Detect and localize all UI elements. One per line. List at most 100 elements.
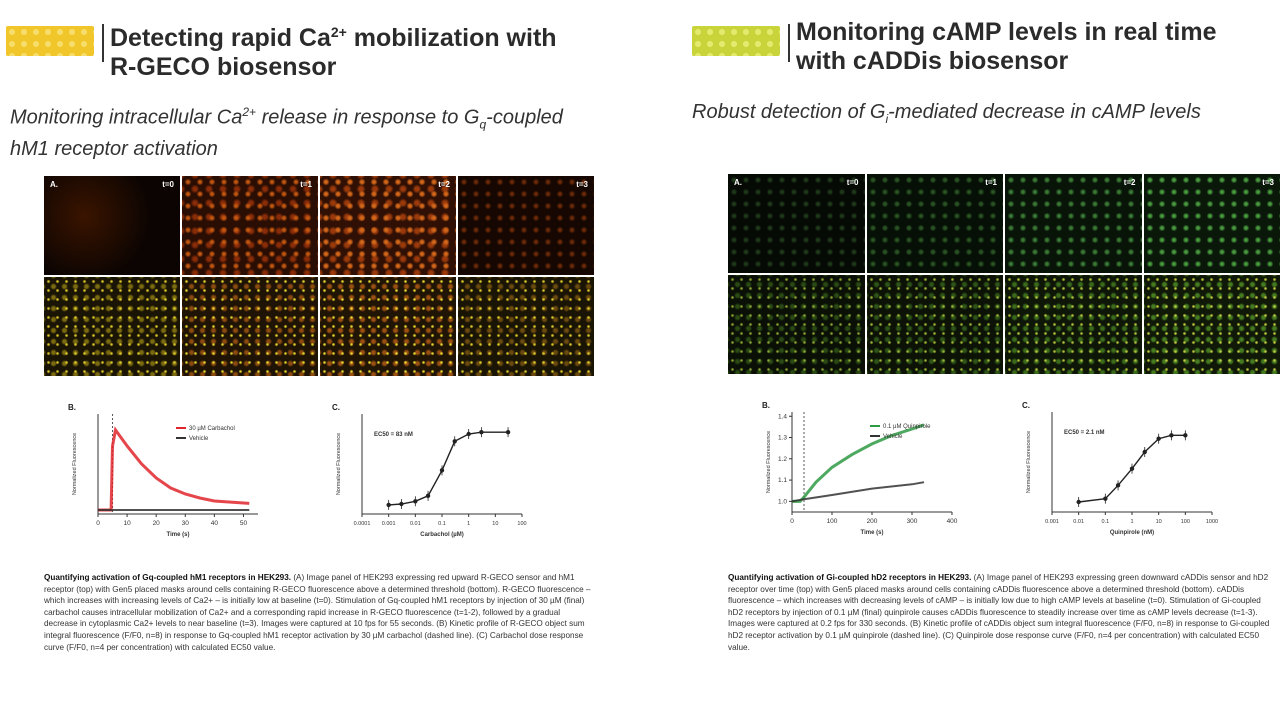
x-tick-label: 0.01 [410, 521, 421, 527]
right-caption: Quantifying activation of Gi-coupled hD2… [728, 573, 1270, 652]
data-point [425, 493, 431, 499]
micrograph-t3: t=3 [458, 176, 594, 275]
panel-label-b: B. [68, 403, 76, 412]
x-tick-label: 100 [827, 518, 838, 525]
x-tick-label: 10 [123, 520, 131, 527]
y-tick-label: 1.2 [778, 456, 787, 463]
timepoint-label: t=3 [1262, 178, 1274, 187]
x-tick-label: 400 [947, 518, 958, 525]
y-tick-label: 1.3 [778, 435, 787, 442]
x-axis-label: Time (s) [167, 532, 190, 538]
data-point [386, 502, 391, 508]
y-tick-label: 1.1 [778, 477, 787, 484]
mask-t3 [1143, 275, 1280, 374]
micrograph-t0: A. t=0 [728, 174, 865, 273]
mask-t1 [866, 275, 1003, 374]
data-point [1142, 449, 1147, 455]
panel-label-c: C. [332, 403, 340, 412]
data-point [505, 429, 511, 435]
x-tick-label: 0 [790, 518, 794, 525]
title-divider [788, 24, 790, 62]
y-axis-label: Normalized Fluorescence [72, 433, 78, 495]
y-axis-label: Normalized Fluorescence [336, 433, 342, 495]
x-tick-label: 300 [907, 518, 918, 525]
right-kinetic-chart: B. Normalized Fluorescence Time (s) 0 100 20… [762, 401, 958, 536]
right-micrograph-grid: A. t=0 t=1 t=2 t=3 [728, 174, 1280, 374]
title-divider [102, 24, 104, 62]
left-caption: Quantifying activation of Gq-coupled hM1… [44, 573, 591, 652]
timepoint-label: t=0 [846, 178, 859, 187]
data-point [1076, 499, 1081, 505]
x-tick-label: 100 [1181, 519, 1190, 525]
x-tick-label: 100 [517, 521, 526, 527]
right-subtitle: Robust detection of Gi-mediated decrease… [692, 101, 1201, 126]
left-micrograph-grid: A. t=0 t=1 t=2 t=3 [44, 176, 594, 376]
x-tick-label: 40 [211, 520, 219, 527]
data-point [1169, 433, 1174, 438]
mask-t1 [182, 277, 318, 376]
x-tick-label: 0.1 [1102, 519, 1110, 525]
timepoint-label: t=2 [438, 180, 450, 189]
x-tick-label: 1 [1130, 519, 1133, 525]
panel-label-b: B. [762, 401, 770, 410]
timepoint-label: t=3 [576, 180, 588, 189]
micrograph-t3: t=3 [1143, 174, 1280, 273]
micrograph-t1: t=1 [866, 174, 1003, 273]
mask-t2 [320, 277, 456, 376]
y-tick-label: 1.0 [778, 498, 787, 505]
x-tick-label: 0.001 [1045, 519, 1059, 525]
panel-label-c: C. [1022, 401, 1030, 410]
series-line [791, 481, 925, 503]
timepoint-label: t=1 [300, 180, 312, 189]
left-dose-response-chart: C. Normalized Fluorescence Carbachol (µM)… [332, 403, 527, 538]
x-tick-label: 0.1 [438, 521, 446, 527]
mask-t2 [1005, 275, 1142, 374]
x-tick-label: 1000 [1206, 519, 1218, 525]
x-tick-label: 10 [492, 521, 498, 527]
y-axis-label: Normalized Fluorescence [1026, 431, 1032, 493]
panel-label-a: A. [734, 178, 742, 187]
legend-label: Vehicle [883, 434, 903, 440]
x-tick-label: 30 [182, 520, 190, 527]
x-tick-label: 0.0001 [354, 521, 371, 527]
series-line [98, 426, 250, 512]
y-axis-label: Normalized Fluorescence [766, 431, 772, 493]
y-tick-label: 1.4 [778, 413, 787, 420]
mask-t3 [458, 277, 594, 376]
data-point [413, 499, 418, 504]
left-subtitle: Monitoring intracellular Ca2+ release in… [10, 105, 563, 160]
timepoint-label: t=2 [1123, 178, 1136, 187]
dotted-bar-icon [6, 26, 94, 56]
dotted-bar-icon [692, 26, 780, 56]
micrograph-t2: t=2 [1005, 174, 1142, 273]
data-point [479, 429, 484, 435]
data-point [1183, 433, 1188, 438]
x-tick-label: 20 [153, 520, 161, 527]
ec50-annotation: EC50 = 2.1 nM [1064, 430, 1105, 436]
right-title-row: Monitoring cAMP levels in real time with… [692, 18, 1216, 76]
x-tick-label: 1 [467, 521, 470, 527]
timepoint-label: t=0 [162, 180, 174, 189]
left-title: Detecting rapid Ca2+ mobilization with R… [110, 24, 557, 81]
x-tick-label: 0.01 [1073, 519, 1084, 525]
micrograph-t2: t=2 [320, 176, 456, 275]
micrograph-t0: A. t=0 [44, 176, 180, 275]
micrograph-t1: t=1 [182, 176, 318, 275]
data-point [452, 439, 457, 444]
x-tick-label: 50 [240, 520, 248, 527]
left-kinetic-chart: B. Normalized Fluorescence Time (s) 0 10 20 3… [68, 403, 258, 538]
data-point [1115, 483, 1121, 488]
legend-label: Vehicle [189, 436, 209, 442]
data-point [439, 468, 445, 473]
ec50-annotation: EC50 = 83 nM [374, 432, 413, 438]
legend-label: 0.1 µM Quinpirole [883, 424, 931, 430]
fit-curve [388, 431, 509, 506]
mask-t0 [728, 275, 865, 374]
data-point [1156, 436, 1161, 441]
right-panel: Monitoring cAMP levels in real time with… [640, 0, 1280, 720]
data-point [466, 431, 471, 437]
panel-label-a: A. [50, 180, 58, 189]
data-point [1103, 496, 1108, 501]
right-title: Monitoring cAMP levels in real time with… [796, 18, 1217, 75]
data-point [399, 501, 404, 507]
